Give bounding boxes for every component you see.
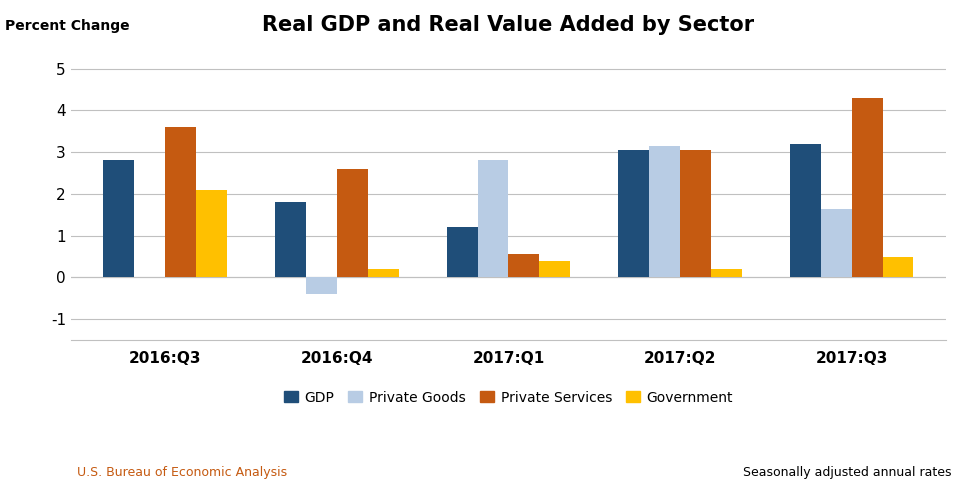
Bar [851,98,882,277]
Bar [508,255,539,277]
Legend: GDP, Private Goods, Private Services, Government: GDP, Private Goods, Private Services, Go… [278,385,739,410]
Title: Real GDP and Real Value Added by Sector: Real GDP and Real Value Added by Sector [262,15,754,35]
Bar [447,227,478,277]
Bar [306,277,337,294]
Bar [275,202,306,277]
Bar [618,150,649,277]
Bar [104,161,135,277]
Bar [649,146,680,277]
Bar [680,150,711,277]
Bar [882,257,913,277]
Bar [539,261,570,277]
Bar [196,190,227,277]
Bar [368,269,399,277]
Bar [478,161,508,277]
Bar [821,209,851,277]
Bar [711,269,742,277]
Text: Seasonally adjusted annual rates: Seasonally adjusted annual rates [743,466,951,479]
Text: U.S. Bureau of Economic Analysis: U.S. Bureau of Economic Analysis [77,466,287,479]
Bar [790,144,821,277]
Bar [337,169,368,277]
Bar [165,127,196,277]
Text: Percent Change: Percent Change [5,19,130,33]
